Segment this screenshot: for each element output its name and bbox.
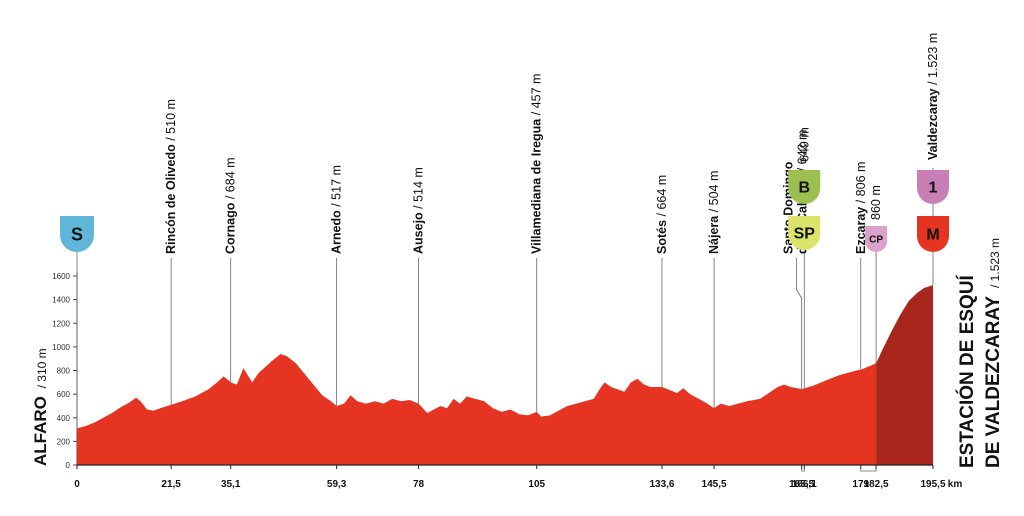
x-tick-label: 145,5 <box>702 479 727 490</box>
final-climb-area <box>876 285 933 465</box>
finish-label-line1: ESTACIÓN DE ESQUÍ <box>956 274 978 468</box>
y-axis: 0 200 400 600 800 1000 1200 1400 1600 <box>52 272 78 470</box>
finish-altitude: / 1.523 m <box>988 238 1002 288</box>
x-bracket-2 <box>860 469 877 472</box>
start-badge-shape <box>60 216 94 252</box>
place-name: Ausejo <box>412 212 426 254</box>
bonus-badge-text: B <box>798 180 810 197</box>
place-label: Ausejo / 514 m <box>412 167 426 254</box>
place-name: Sotés <box>655 220 669 254</box>
x-tick-label: 59,3 <box>327 479 347 490</box>
x-unit-label: km <box>948 479 963 490</box>
y-tick-label: 1400 <box>52 296 70 305</box>
x-tick-label: 179 <box>852 479 869 490</box>
finish-badge-text: M <box>926 227 939 244</box>
x-bracket-1 <box>801 469 805 472</box>
y-tick-label: 1600 <box>52 272 70 281</box>
checkpoint-badge-text: CP <box>869 235 883 246</box>
profile-area <box>77 353 877 465</box>
x-tick-label: 78 <box>413 479 425 490</box>
checkpoint-altitude: 860 m <box>869 185 883 220</box>
x-tick-label: 105 <box>528 479 545 490</box>
place-name: Cornago <box>224 202 238 254</box>
y-tick-label: 600 <box>57 390 71 399</box>
sprint-badge-shape <box>788 216 821 250</box>
bonus-altitude: 649 m <box>797 127 811 162</box>
place-name: Rincón de Olivedo <box>164 144 178 254</box>
place-altitude: / 517 m <box>330 165 344 210</box>
place-label: Ezcaray / 806 m <box>854 162 868 254</box>
santo-domingo-line <box>796 258 803 390</box>
y-tick-label: 0 <box>66 461 71 470</box>
x-tick-label: 182,5 <box>864 479 889 490</box>
checkpoint-badge-shape <box>865 226 888 253</box>
place-name: Arnedo <box>330 210 344 254</box>
x-tick-label: 35,1 <box>221 479 241 490</box>
x-tick-label: 165,5 <box>789 479 814 490</box>
x-tick-label: 133,6 <box>649 479 674 490</box>
x-tick-label: 0 <box>74 479 80 490</box>
place-label: Villamediana de Iregua / 457 m <box>530 74 544 254</box>
place-label: Valdezcaray / 1.523 m <box>926 33 940 160</box>
place-altitude: / 514 m <box>412 167 426 212</box>
place-altitude: / 1.523 m <box>926 33 940 89</box>
start-label: ALFARO / 310 m <box>31 348 50 466</box>
elevation-profile <box>77 285 933 466</box>
place-altitude: / 510 m <box>164 99 178 144</box>
y-tick-label: 200 <box>57 437 71 446</box>
y-tick-label: 1000 <box>52 343 70 352</box>
y-tick-label: 1200 <box>52 319 70 328</box>
place-name: Nájera <box>707 215 721 254</box>
place-altitude: / 684 m <box>224 157 238 202</box>
place-name: Valdezcaray <box>926 88 940 160</box>
y-tick-label: 800 <box>57 367 71 376</box>
place-altitude: / 457 m <box>530 74 544 119</box>
place-label: Cornago / 684 m <box>224 157 238 254</box>
finish-label-line2: DE VALDEZCARAY / 1.523 m <box>983 238 1004 468</box>
x-tick-label: 21,5 <box>161 479 181 490</box>
place-label: Arnedo / 517 m <box>330 165 344 254</box>
place-labels: Rincón de Olivedo / 510 m Cornago / 684 m… <box>164 33 940 254</box>
start-badge-text: S <box>71 224 83 244</box>
start-town: ALFARO <box>31 396 50 466</box>
place-name: Ezcaray <box>854 207 868 254</box>
place-label: Rincón de Olivedo / 510 m <box>164 99 178 254</box>
santo-domingo-altitude: / 642 m <box>796 130 810 175</box>
y-tick-label: 400 <box>57 414 71 423</box>
place-name: Villamediana de Iregua <box>530 118 544 254</box>
x-tick-label: 166,1 <box>792 479 817 490</box>
mountain-category-badge-shape <box>917 170 949 204</box>
place-altitude: / 806 m <box>854 162 868 207</box>
place-label: Sotés / 664 m <box>655 175 669 254</box>
badges: S B SP CP 1 M <box>60 170 949 253</box>
place-label: Nájera / 504 m <box>707 171 721 254</box>
start-altitude: / 310 m <box>35 348 49 388</box>
place-altitude: / 504 m <box>707 171 721 216</box>
place-altitude: / 664 m <box>655 175 669 220</box>
finish-badge-shape <box>917 216 949 252</box>
sprint-badge-text: SP <box>794 226 816 243</box>
mountain-category-badge-text: 1 <box>929 180 938 197</box>
bonus-badge-shape <box>788 170 821 204</box>
x-tick-label: 195,5 <box>920 479 945 490</box>
